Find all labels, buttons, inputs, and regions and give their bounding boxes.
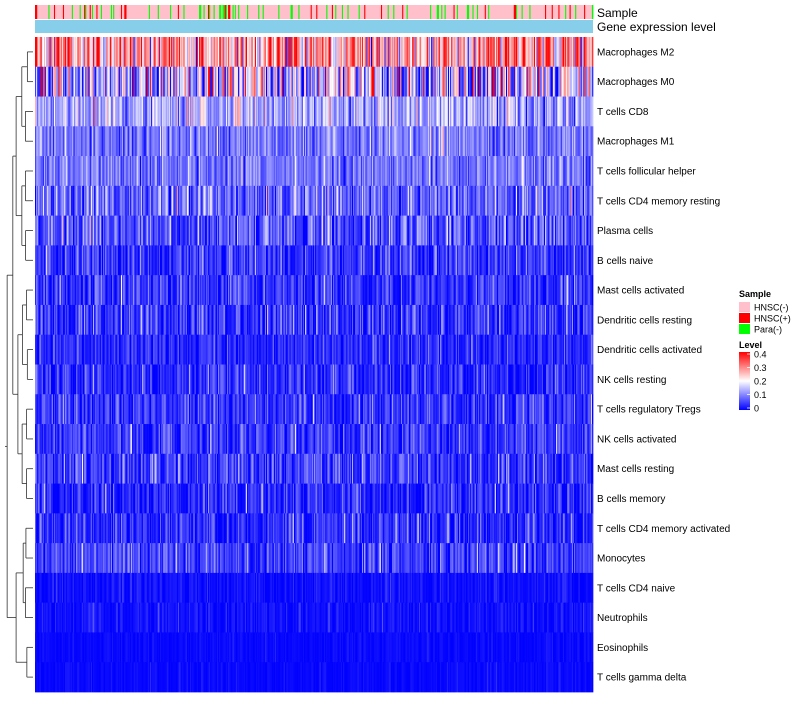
sample-annotation-cell — [592, 5, 593, 19]
heatmap-row — [35, 67, 593, 97]
heatmap-row — [35, 245, 593, 275]
heatmap-cell — [592, 126, 593, 156]
heatmap-row — [35, 126, 593, 156]
heatmap-row — [35, 186, 593, 216]
row-dendrogram — [5, 52, 33, 677]
heatmap-cell — [592, 97, 593, 127]
sample-annotation-track — [35, 5, 593, 19]
heatmap-cell — [592, 186, 593, 216]
heatmap-cell — [592, 67, 593, 97]
heatmap-cells — [35, 37, 593, 692]
heatmap-row — [35, 275, 593, 305]
heatmap-cell — [592, 37, 593, 67]
heatmap-row — [35, 216, 593, 246]
heatmap-row — [35, 37, 593, 67]
expression-annotation-track — [35, 20, 593, 33]
heatmap-row — [35, 156, 593, 186]
heatmap-cell — [592, 216, 593, 246]
heatmap-cell — [592, 156, 593, 186]
heatmap-cell — [592, 245, 593, 275]
heatmap-row — [35, 97, 593, 127]
expression-annotation-bar — [35, 20, 593, 33]
